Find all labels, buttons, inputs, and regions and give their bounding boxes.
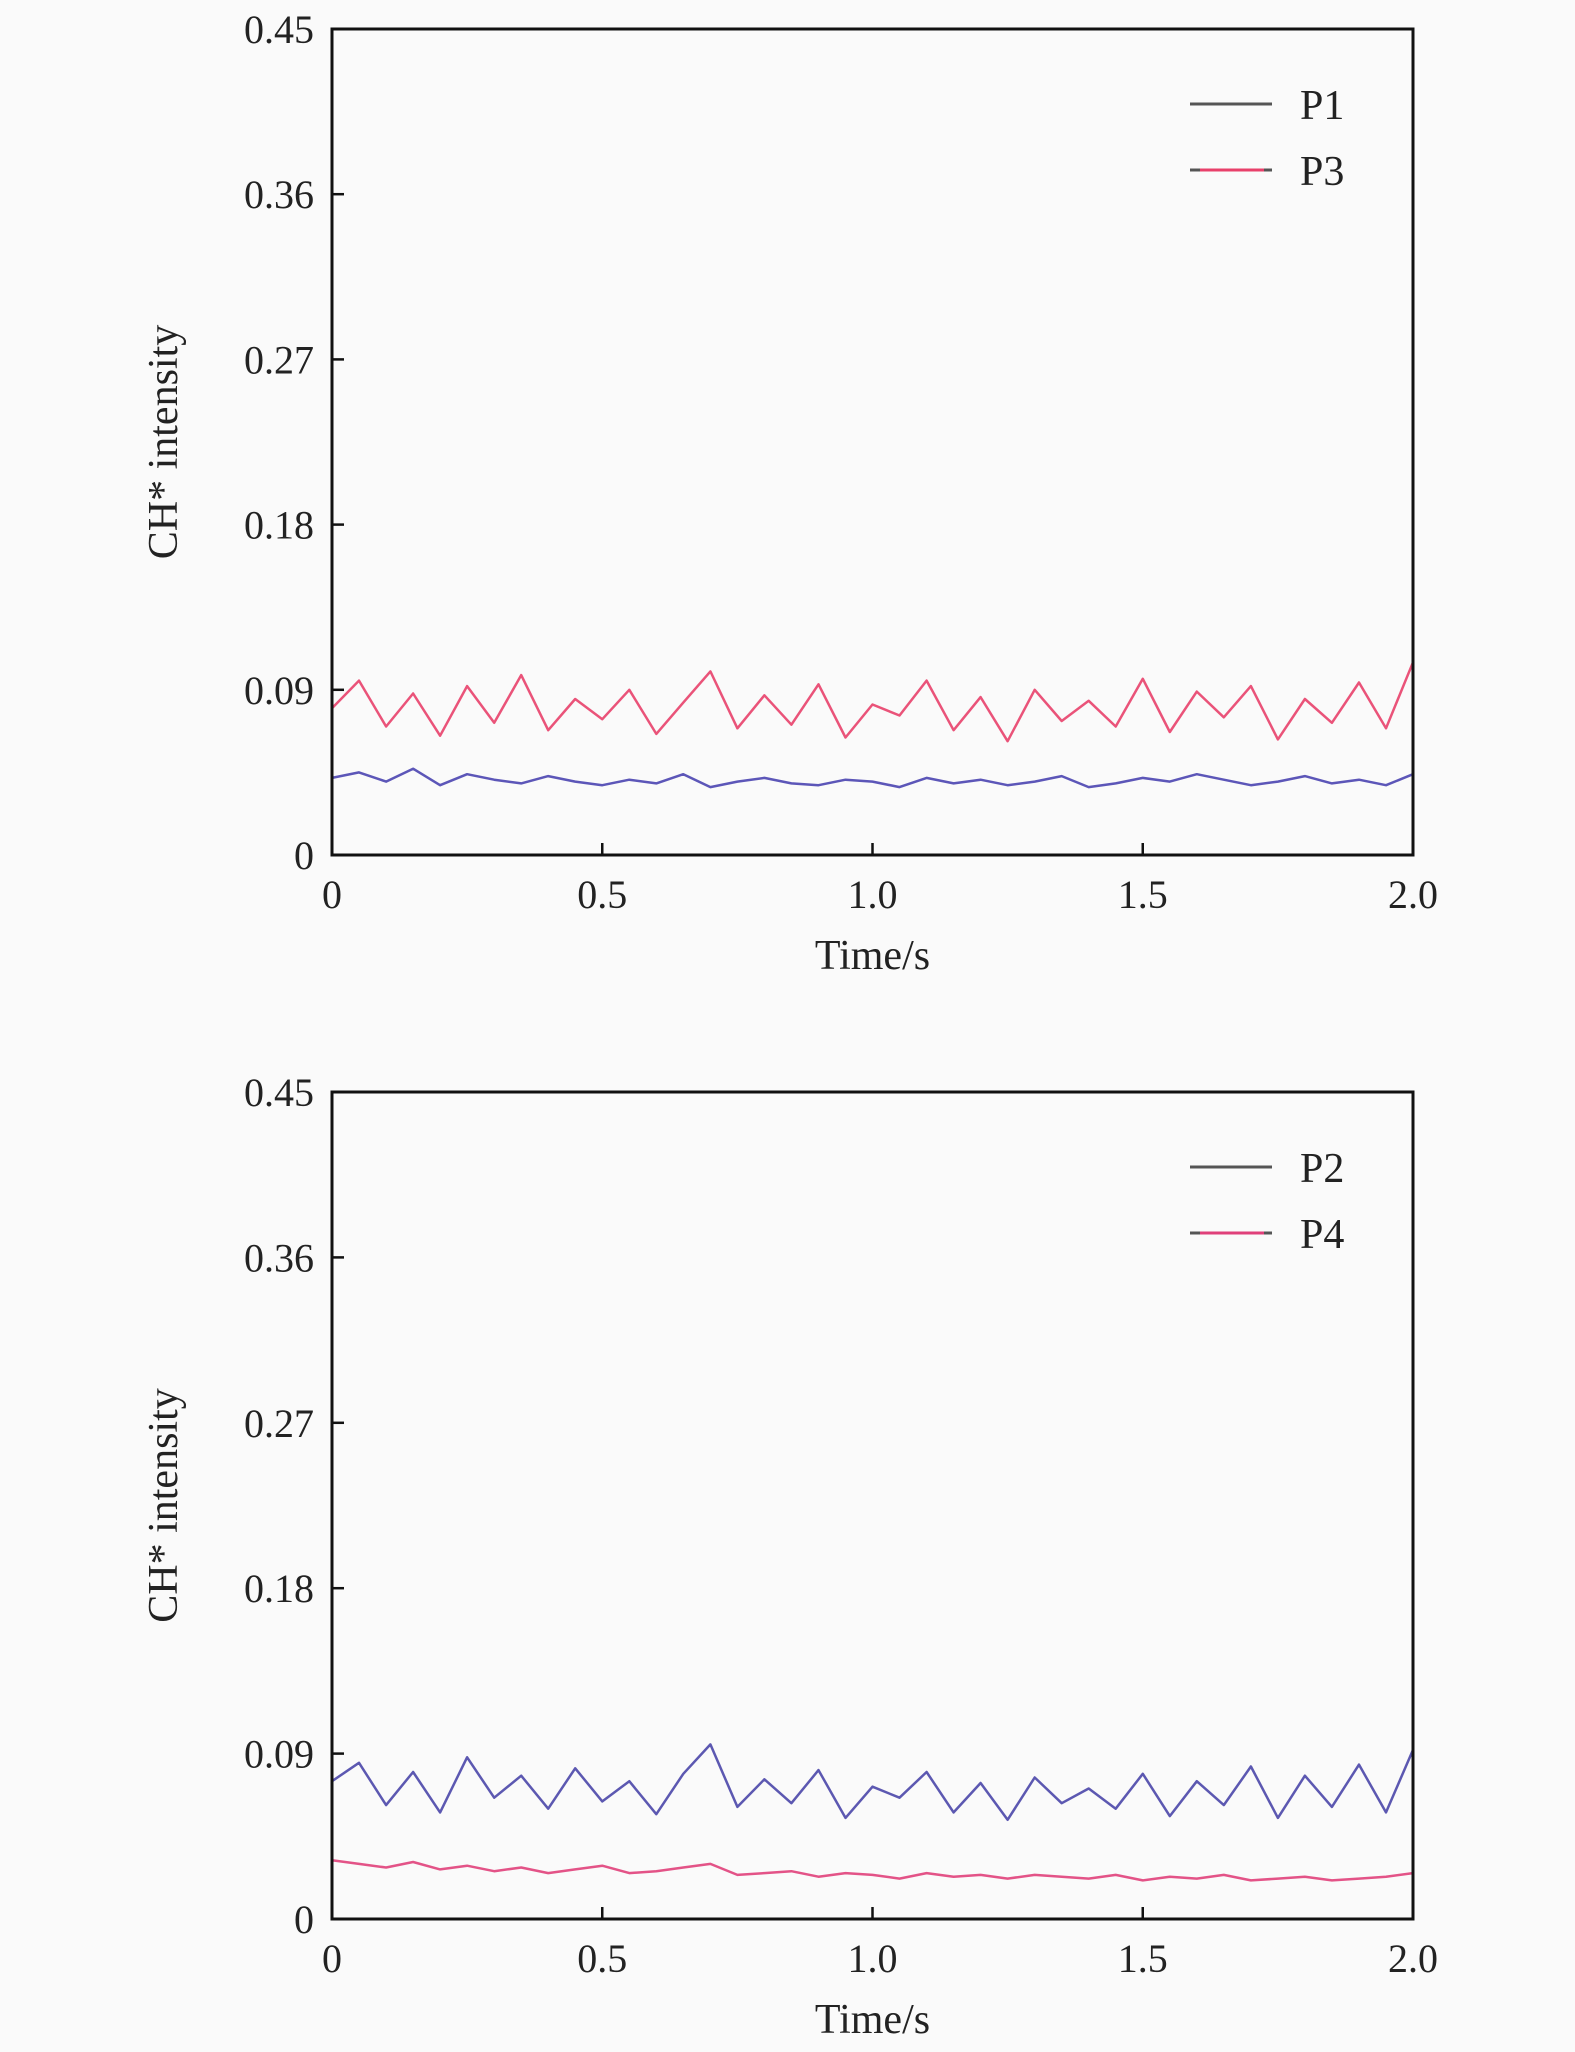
legend-label-p2: P2 [1300, 1146, 1344, 1192]
x-tick-label: 1.0 [848, 872, 898, 917]
y-tick-label: 0.18 [244, 503, 314, 548]
x-tick-label: 0.5 [577, 872, 627, 917]
x-tick-label: 0.5 [577, 1936, 627, 1981]
legend-label-p1: P1 [1300, 83, 1344, 129]
y-tick-label: 0.09 [244, 668, 314, 713]
plot-frame [330, 1090, 1415, 1921]
y-axis-label: CH* intensity [141, 1388, 187, 1623]
x-tick-label: 1.5 [1118, 1936, 1168, 1981]
legend-label-p3: P3 [1300, 149, 1344, 195]
y-tick-label: 0 [294, 1897, 314, 1942]
y-axis-label: CH* intensity [141, 325, 187, 560]
legend-label-p4: P4 [1300, 1212, 1344, 1258]
x-tick-label: 2.0 [1388, 1936, 1438, 1981]
series-line-p3 [331, 661, 1415, 743]
x-axis-label: Time/s [815, 933, 930, 979]
x-tick-label: 1.0 [848, 1936, 898, 1981]
series-line-p1 [331, 767, 1414, 789]
chart-panel-1: 0 0.5 1.0 1.5 2.0 0 0.09 0.18 0.27 0.36 0.45 Time/s… [141, 7, 1438, 979]
x-tick-label: 0 [322, 872, 342, 917]
y-tick-label: 0 [294, 833, 314, 878]
y-tick-label: 0.27 [244, 1401, 314, 1446]
plot-frame [330, 27, 1415, 857]
x-tick-label: 2.0 [1388, 872, 1438, 917]
series-line-p4 [331, 1858, 1414, 1882]
y-tick-label: 0.45 [244, 7, 314, 52]
x-tick-label: 1.5 [1118, 872, 1168, 917]
x-axis-label: Time/s [815, 1997, 930, 2043]
chart-panel-2: 0 0.5 1.0 1.5 2.0 0 0.09 0.18 0.27 0.36 0.45 Time/s… [141, 1070, 1438, 2043]
x-tick-label: 0 [322, 1936, 342, 1981]
y-tick-label: 0.09 [244, 1732, 314, 1777]
series-line-p2 [331, 1743, 1415, 1822]
y-tick-label: 0.36 [244, 1235, 314, 1280]
y-tick-label: 0.18 [244, 1566, 314, 1611]
y-tick-label: 0.36 [244, 172, 314, 217]
y-tick-label: 0.45 [244, 1070, 314, 1115]
y-tick-label: 0.27 [244, 337, 314, 382]
